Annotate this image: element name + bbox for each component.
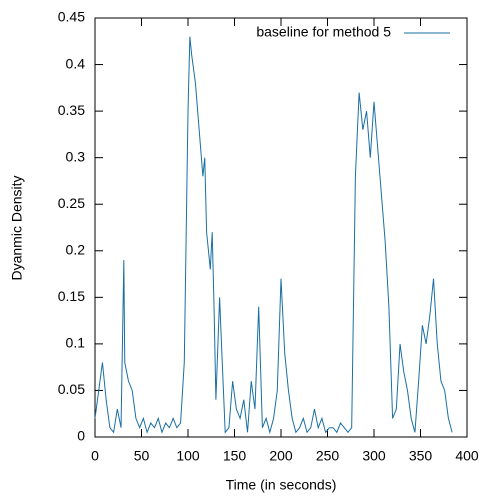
y-tick-label: 0.15 xyxy=(58,288,85,304)
x-tick-label: 50 xyxy=(134,448,150,464)
y-tick-label: 0.35 xyxy=(58,102,85,118)
y-tick-label: 0.05 xyxy=(58,381,85,397)
plot-border xyxy=(94,17,468,438)
x-tick-label: 250 xyxy=(316,448,340,464)
y-tick-label: 0.3 xyxy=(66,148,86,164)
x-tick-label: 150 xyxy=(223,448,247,464)
y-tick-label: 0.25 xyxy=(58,195,85,211)
x-tick-label: 300 xyxy=(362,448,386,464)
x-tick-label: 200 xyxy=(269,448,293,464)
data-line xyxy=(94,36,453,435)
y-axis-label: Dyanmic Density xyxy=(9,175,25,280)
x-tick-label: 400 xyxy=(455,448,479,464)
y-tick-label: 0.4 xyxy=(66,55,86,71)
x-tick-label: 100 xyxy=(176,448,200,464)
y-tick-label: 0 xyxy=(77,428,85,444)
y-tick-label: 0.45 xyxy=(58,9,85,25)
x-tick-label: 350 xyxy=(409,448,433,464)
legend-label: baseline for method 5 xyxy=(256,24,391,40)
y-tick-label: 0.1 xyxy=(66,335,86,351)
y-tick-label: 0.2 xyxy=(66,241,86,257)
x-axis-label: Time (in seconds) xyxy=(226,477,337,493)
x-tick-label: 0 xyxy=(91,448,99,464)
